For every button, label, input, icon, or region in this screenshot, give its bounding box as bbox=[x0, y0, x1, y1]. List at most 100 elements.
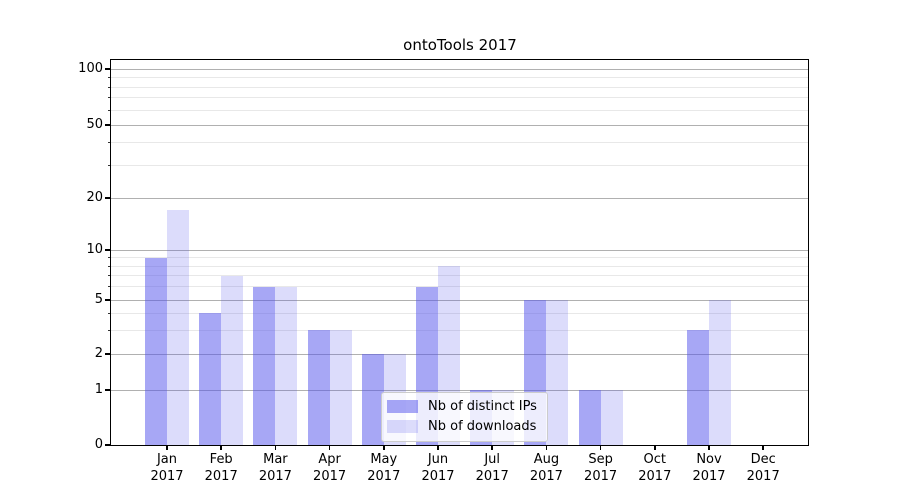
gridline-minor bbox=[111, 312, 808, 314]
x-tick-month: Apr bbox=[318, 452, 341, 467]
bar-distinct-ips bbox=[253, 286, 276, 445]
y-tick-label: 2 bbox=[94, 346, 103, 361]
y-tick-label: 0 bbox=[94, 437, 103, 452]
bar-downloads bbox=[600, 390, 623, 445]
bar-downloads bbox=[221, 275, 244, 445]
x-tick-label: Jul 2017 bbox=[452, 452, 532, 485]
x-tick-mark bbox=[491, 445, 493, 450]
y-tick-mark bbox=[105, 124, 111, 126]
bar-distinct-ips bbox=[145, 257, 167, 445]
y-minor-tick-mark bbox=[107, 329, 111, 331]
y-tick-mark bbox=[105, 68, 111, 70]
legend-item-downloads: Nb of downloads bbox=[387, 419, 537, 434]
y-minor-tick-mark bbox=[107, 97, 111, 99]
gridline-minor bbox=[111, 109, 808, 111]
gridline-major bbox=[111, 197, 808, 199]
y-tick-mark bbox=[105, 389, 111, 391]
x-tick-month: Jul bbox=[484, 452, 501, 467]
x-tick-label: Nov 2017 bbox=[669, 452, 749, 485]
y-tick-mark bbox=[105, 299, 111, 301]
bar-downloads bbox=[709, 300, 731, 445]
x-tick-month: Dec bbox=[750, 452, 776, 467]
x-tick-month: Sep bbox=[588, 452, 613, 467]
gridline-minor bbox=[111, 257, 808, 259]
x-tick-year: 2017 bbox=[529, 468, 563, 484]
y-tick-mark bbox=[105, 197, 111, 199]
bar-downloads bbox=[329, 330, 352, 445]
y-tick-mark bbox=[105, 249, 111, 251]
x-tick-month: Jan bbox=[156, 452, 178, 467]
y-tick-label: 100 bbox=[78, 61, 103, 76]
x-tick-year: 2017 bbox=[475, 468, 509, 484]
y-minor-tick-mark bbox=[107, 86, 111, 88]
bar-distinct-ips bbox=[687, 330, 709, 445]
legend-label-distinct-ips: Nb of distinct IPs bbox=[428, 399, 537, 414]
x-tick-mark bbox=[383, 445, 385, 450]
x-tick-year: 2017 bbox=[692, 468, 726, 484]
gridline-minor bbox=[111, 86, 808, 88]
y-minor-tick-mark bbox=[107, 165, 111, 167]
bar-distinct-ips bbox=[199, 313, 222, 445]
bar-distinct-ips bbox=[578, 390, 601, 445]
x-tick-year: 2017 bbox=[204, 468, 238, 484]
y-minor-tick-mark bbox=[107, 109, 111, 111]
y-minor-tick-mark bbox=[107, 265, 111, 267]
x-tick-year: 2017 bbox=[258, 468, 292, 484]
x-tick-label: Mar 2017 bbox=[235, 452, 315, 485]
gridline-minor bbox=[111, 165, 808, 167]
x-tick-label: Oct 2017 bbox=[615, 452, 695, 485]
gridline-minor bbox=[111, 265, 808, 267]
y-tick-label: 50 bbox=[86, 117, 103, 132]
y-tick-label: 10 bbox=[86, 242, 103, 257]
gridline-minor bbox=[111, 275, 808, 277]
x-tick-mark bbox=[599, 445, 602, 450]
x-tick-year: 2017 bbox=[313, 468, 347, 484]
x-tick-year: 2017 bbox=[367, 468, 401, 484]
gridline-major bbox=[111, 299, 808, 301]
y-minor-tick-mark bbox=[107, 312, 111, 314]
x-tick-mark bbox=[762, 445, 764, 450]
x-tick-label: Apr 2017 bbox=[290, 452, 370, 485]
gridline-major bbox=[111, 389, 808, 391]
gridline-minor bbox=[111, 286, 808, 288]
x-tick-mark bbox=[274, 445, 277, 450]
x-tick-label: Feb 2017 bbox=[181, 452, 261, 485]
x-tick-year: 2017 bbox=[746, 468, 780, 484]
x-tick-month: Jun bbox=[427, 452, 449, 467]
gridline-minor bbox=[111, 142, 808, 144]
y-tick-label: 1 bbox=[94, 382, 103, 397]
x-tick-mark bbox=[220, 445, 222, 450]
x-tick-month: Aug bbox=[533, 452, 560, 467]
y-tick-label: 20 bbox=[86, 190, 103, 205]
y-minor-tick-mark bbox=[107, 77, 111, 78]
y-minor-tick-mark bbox=[107, 257, 111, 259]
bar-downloads bbox=[546, 300, 569, 445]
y-tick-mark bbox=[105, 444, 111, 446]
x-tick-month: Mar bbox=[263, 452, 288, 467]
x-tick-month: Nov bbox=[696, 452, 722, 467]
gridline-minor bbox=[111, 329, 808, 331]
gridline-minor bbox=[111, 77, 808, 78]
x-tick-label: Jun 2017 bbox=[398, 452, 478, 485]
gridline-major bbox=[111, 353, 808, 355]
legend: Nb of distinct IPs Nb of downloads bbox=[381, 392, 548, 442]
x-tick-month: Feb bbox=[209, 452, 233, 467]
y-minor-tick-mark bbox=[107, 142, 111, 144]
legend-item-distinct-ips: Nb of distinct IPs bbox=[387, 399, 537, 414]
x-tick-label: Jan 2017 bbox=[127, 452, 207, 485]
x-tick-mark bbox=[437, 445, 439, 450]
x-tick-year: 2017 bbox=[584, 468, 618, 484]
x-tick-year: 2017 bbox=[638, 468, 672, 484]
legend-label-downloads: Nb of downloads bbox=[428, 419, 537, 434]
x-tick-label: Sep 2017 bbox=[561, 452, 641, 485]
x-tick-mark bbox=[545, 445, 548, 450]
gridline-major bbox=[111, 68, 808, 70]
y-minor-tick-mark bbox=[107, 275, 111, 277]
y-tick-label: 5 bbox=[94, 292, 103, 307]
legend-swatch-downloads bbox=[387, 420, 418, 433]
x-tick-mark bbox=[654, 445, 656, 450]
gridline-major bbox=[111, 124, 808, 126]
x-tick-label: Aug 2017 bbox=[506, 452, 586, 485]
gridline-major bbox=[111, 249, 808, 251]
x-tick-month: May bbox=[370, 452, 398, 467]
